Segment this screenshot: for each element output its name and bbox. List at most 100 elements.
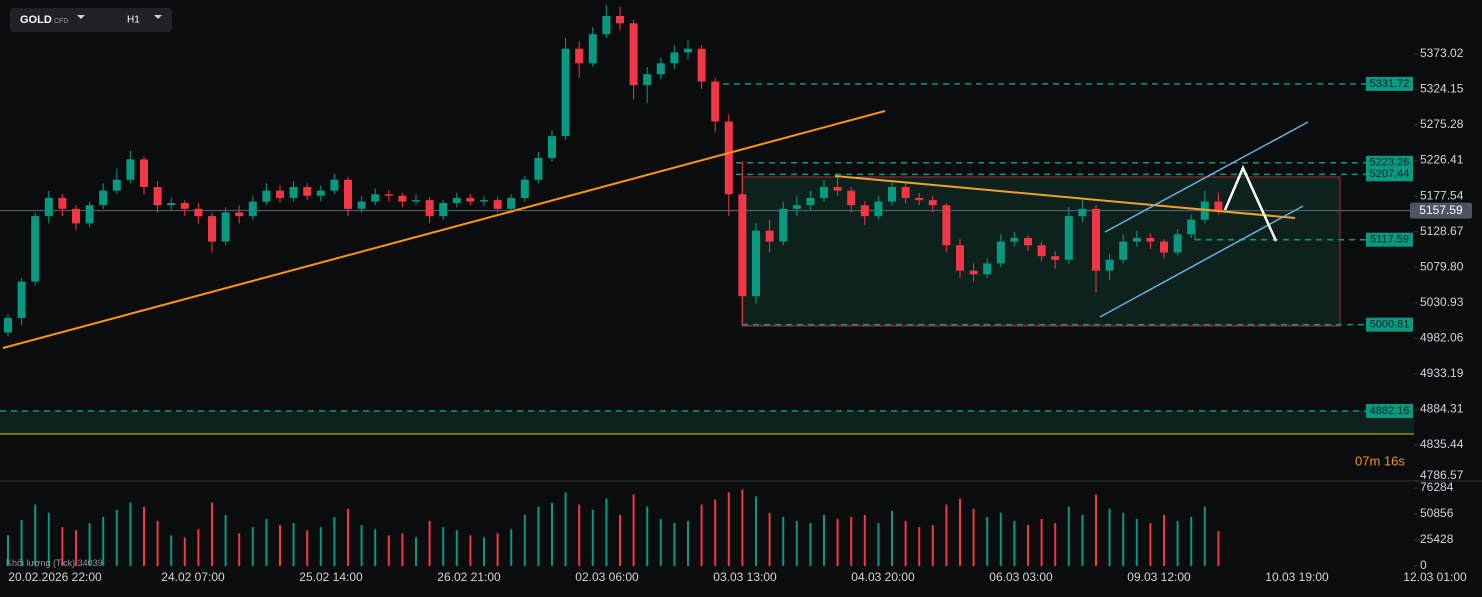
candle-body: [85, 205, 94, 224]
support-zone: [0, 411, 1414, 434]
y-tick-label: 4884.31: [1420, 402, 1464, 416]
candle-body: [99, 190, 108, 206]
x-tick-label: 26.02 21:00: [437, 570, 501, 584]
volume-bar: [836, 518, 839, 566]
volume-bar: [251, 527, 254, 566]
level-label-box: [1366, 404, 1413, 419]
candle-body: [371, 194, 380, 202]
volume-bar: [496, 533, 499, 566]
candle-body: [357, 201, 366, 209]
candle-body: [670, 52, 679, 64]
candle-body: [942, 205, 951, 246]
candle-body: [860, 205, 869, 217]
candle-body: [1214, 201, 1223, 211]
volume-bar: [156, 521, 159, 566]
volume-bar: [714, 499, 717, 566]
level-label: 4882.16: [1370, 405, 1410, 417]
candle-body: [833, 187, 842, 191]
candle-body: [888, 187, 896, 202]
volume-bar: [972, 508, 975, 566]
candle-body: [1187, 219, 1196, 235]
volume-bar: [551, 502, 553, 566]
candle-body: [1051, 256, 1060, 260]
candle-body: [276, 190, 284, 198]
symbol-bar[interactable]: [10, 8, 172, 32]
candle-body: [548, 136, 556, 158]
volume-bar: [1095, 494, 1097, 566]
volume-bar: [673, 523, 676, 566]
volume-bar: [768, 512, 771, 566]
volume-bar: [823, 514, 825, 566]
candle-body: [575, 48, 584, 64]
volume-bar: [292, 523, 295, 566]
y-tick-label: 4786.57: [1420, 468, 1464, 482]
candle-body: [248, 201, 257, 217]
dropdown-caret[interactable]: [77, 15, 85, 19]
volume-bar: [918, 527, 921, 566]
channel-line: [1104, 121, 1309, 233]
candle-body: [1078, 208, 1087, 217]
y-tick-label: 4933.19: [1420, 366, 1464, 380]
volume-bar: [34, 504, 37, 566]
symbol[interactable]: GOLD: [20, 14, 52, 26]
volume-tick-label: 25428: [1420, 532, 1454, 546]
volume-bar: [1067, 506, 1070, 566]
volume-tick-label: 0: [1420, 558, 1427, 572]
level-label-box: [1366, 317, 1413, 332]
level-label-box: [1366, 232, 1413, 247]
candle-body: [752, 230, 760, 297]
candle-body: [17, 281, 26, 318]
candle-body: [72, 208, 80, 224]
candle-body: [779, 208, 788, 242]
candle-body: [153, 187, 162, 206]
candle-body: [656, 63, 665, 75]
level-label-box: [1366, 76, 1413, 91]
candle-body: [588, 34, 597, 64]
volume-bar: [727, 492, 730, 566]
volume-bar: [510, 529, 513, 566]
candle-body: [126, 159, 135, 180]
candle-body: [112, 179, 121, 191]
candle-body: [711, 81, 720, 122]
volume-bar: [700, 504, 703, 566]
volume-bar: [945, 504, 948, 566]
candle-body: [629, 23, 638, 86]
volume-bar: [415, 537, 417, 566]
candle-body: [289, 187, 298, 198]
volume-bar: [1203, 506, 1206, 566]
candle-body: [262, 190, 271, 202]
volume-tick-label: 76284: [1420, 480, 1454, 494]
candle-body: [466, 197, 475, 202]
candle-body: [724, 121, 733, 195]
volume-bar: [1027, 525, 1029, 566]
volume-bar: [537, 506, 540, 566]
candle-body: [1160, 241, 1168, 253]
volume-bar: [333, 516, 336, 566]
volume-bar: [523, 514, 526, 566]
volume-bar: [782, 516, 785, 566]
x-tick-label: 25.02 14:00: [299, 570, 363, 584]
x-tick-label: 20.02.2026 22:00: [8, 570, 102, 584]
volume-bar: [455, 530, 458, 566]
candle-body: [493, 200, 502, 209]
volume-bar: [986, 516, 989, 566]
dropdown-caret[interactable]: [154, 15, 162, 19]
projection-path: [1223, 164, 1278, 242]
candle-body: [1092, 208, 1100, 271]
y-tick-label: 5030.93: [1420, 295, 1464, 309]
volume-bar: [88, 523, 91, 566]
timeframe[interactable]: H1: [127, 15, 140, 26]
volume-bar: [605, 498, 608, 566]
candle-body: [303, 187, 312, 196]
candle-body: [235, 212, 244, 217]
x-tick-label: 02.03 06:00: [575, 570, 639, 584]
volume-bar: [687, 521, 689, 566]
candle-body: [1132, 237, 1141, 242]
volume-bar: [1108, 508, 1111, 566]
volume-bar: [1149, 523, 1152, 566]
candle-body: [208, 216, 216, 242]
candle-body: [180, 203, 189, 209]
candle-body: [520, 179, 529, 198]
candle-body: [996, 241, 1005, 264]
level-label-box: [1366, 167, 1413, 182]
